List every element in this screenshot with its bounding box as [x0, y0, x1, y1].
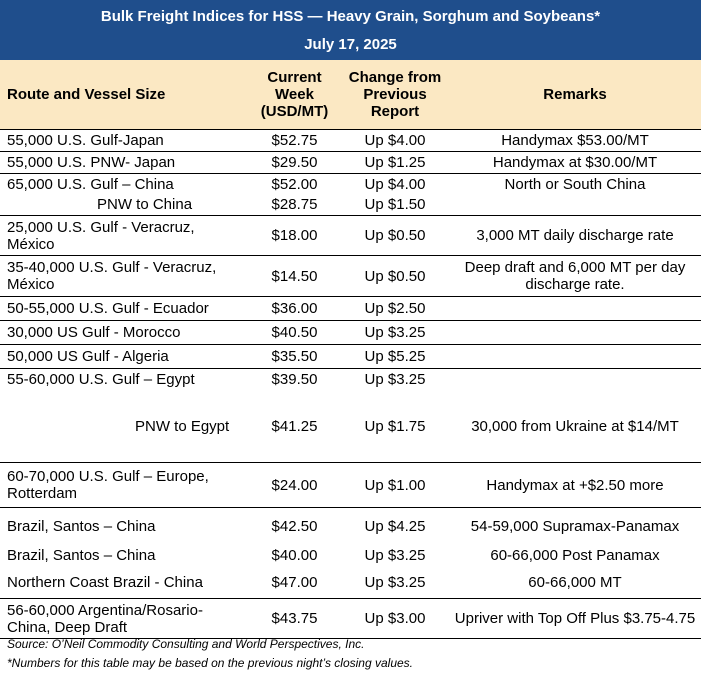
- route-cell: 50,000 US Gulf - Algeria: [0, 344, 248, 369]
- title-banner: Bulk Freight Indices for HSS — Heavy Gra…: [0, 0, 701, 60]
- change-cell: Up $3.25: [341, 320, 449, 345]
- header-change: Change from Previous Report: [341, 60, 449, 130]
- footnote: *Numbers for this table may be based on …: [7, 656, 414, 670]
- route-cell: Brazil, Santos – China: [7, 547, 156, 564]
- source-note: Source: O’Neil Commodity Consulting and …: [7, 637, 365, 651]
- remarks-cell: [449, 194, 701, 216]
- remarks-cell: 30,000 from Ukraine at $14/MT: [449, 390, 701, 463]
- route-cell: 60-70,000 U.S. Gulf – Europe, Rotterdam: [0, 462, 248, 508]
- remarks-cell: 60-66,000 Post Panamax: [490, 547, 660, 564]
- remarks-cell: 54-59,000 Supramax-Panamax: [470, 517, 680, 535]
- table-row: PNW to Egypt $41.25 Up $1.75 30,000 from…: [0, 390, 701, 463]
- remarks-cell: [449, 344, 701, 369]
- current-cell: $24.00: [248, 462, 341, 508]
- header-route: Route and Vessel Size: [0, 60, 248, 130]
- current-cell: $43.75: [248, 598, 341, 639]
- current-cell: $40.00: [271, 547, 318, 564]
- remarks-cell: North or South China: [504, 175, 646, 193]
- change-cell: Up $5.25: [341, 344, 449, 369]
- current-cell: $52.00: [271, 175, 318, 193]
- route-cell: 55,000 U.S. Gulf-Japan: [0, 129, 248, 152]
- current-cell: $29.50: [248, 151, 341, 174]
- change-cell: Up $4.25: [364, 517, 426, 535]
- table-row: Brazil, Santos – China $40.00 Up $3.25 6…: [0, 545, 701, 567]
- route-cell: PNW to China: [0, 194, 248, 216]
- remarks-cell: 60-66,000 MT: [449, 566, 701, 599]
- table-row: 50,000 US Gulf - Algeria $35.50 Up $5.25: [0, 344, 701, 369]
- table-row: 50-55,000 U.S. Gulf - Ecuador $36.00 Up …: [0, 296, 701, 321]
- route-cell: 56-60,000 Argentina/Rosario-China, Deep …: [0, 598, 248, 639]
- change-cell: Up $1.75: [341, 390, 449, 463]
- remarks-cell: [449, 296, 701, 321]
- route-cell: 55,000 U.S. PNW- Japan: [0, 151, 248, 174]
- remarks-cell: [449, 369, 701, 391]
- header-remarks: Remarks: [449, 60, 701, 130]
- route-cell: 65,000 U.S. Gulf – China: [7, 175, 174, 193]
- change-cell: Up $4.00: [341, 129, 449, 152]
- remarks-cell: Handymax at $30.00/MT: [449, 151, 701, 174]
- table-row: 55,000 U.S. PNW- Japan $29.50 Up $1.25 H…: [0, 151, 701, 174]
- current-cell: $39.50: [271, 371, 318, 389]
- change-cell: Up $1.25: [341, 151, 449, 174]
- route-cell: Northern Coast Brazil - China: [0, 566, 248, 599]
- table-row: PNW to China $28.75 Up $1.50: [0, 194, 701, 216]
- remarks-cell: Handymax $53.00/MT: [449, 129, 701, 152]
- change-cell: Up $0.50: [341, 215, 449, 256]
- table-row: 65,000 U.S. Gulf – China $52.00 Up $4.00…: [0, 174, 701, 195]
- current-cell: $14.50: [248, 255, 341, 297]
- route-cell: 50-55,000 U.S. Gulf - Ecuador: [0, 296, 248, 321]
- change-cell: Up $3.25: [341, 566, 449, 599]
- change-cell: Up $3.25: [364, 371, 426, 389]
- header-current-week: Current Week (USD/MT): [248, 60, 341, 130]
- table-row: 56-60,000 Argentina/Rosario-China, Deep …: [0, 598, 701, 639]
- current-cell: $42.50: [271, 517, 318, 535]
- route-cell: 30,000 US Gulf - Morocco: [0, 320, 248, 345]
- remarks-cell: Upriver with Top Off Plus $3.75-4.75: [449, 598, 701, 639]
- current-cell: $40.50: [248, 320, 341, 345]
- route-cell: PNW to Egypt: [0, 390, 248, 463]
- table-row: 30,000 US Gulf - Morocco $40.50 Up $3.25: [0, 320, 701, 345]
- header-row: Route and Vessel Size Current Week (USD/…: [0, 60, 701, 130]
- table-row: 55-60,000 U.S. Gulf – Egypt $39.50 Up $3…: [0, 369, 701, 391]
- table-title: Bulk Freight Indices for HSS — Heavy Gra…: [100, 8, 601, 25]
- table-row: 55,000 U.S. Gulf-Japan $52.75 Up $4.00 H…: [0, 129, 701, 152]
- table-date: July 17, 2025: [304, 36, 397, 53]
- table-row: 60-70,000 U.S. Gulf – Europe, Rotterdam …: [0, 462, 701, 508]
- change-cell: Up $4.00: [364, 175, 426, 193]
- current-cell: $18.00: [248, 215, 341, 256]
- current-cell: $36.00: [248, 296, 341, 321]
- current-cell: $52.75: [248, 129, 341, 152]
- route-cell: 35-40,000 U.S. Gulf - Veracruz, México: [0, 255, 248, 297]
- remarks-cell: 3,000 MT daily discharge rate: [449, 215, 701, 256]
- current-cell: $35.50: [248, 344, 341, 369]
- current-cell: $28.75: [248, 194, 341, 216]
- freight-table: Route and Vessel Size Current Week (USD/…: [0, 60, 701, 639]
- remarks-cell: [449, 320, 701, 345]
- table-row: 35-40,000 U.S. Gulf - Veracruz, México $…: [0, 255, 701, 297]
- change-cell: Up $2.50: [341, 296, 449, 321]
- change-cell: Up $1.00: [341, 462, 449, 508]
- table-row: Brazil, Santos – China $42.50 Up $4.25 5…: [0, 508, 701, 545]
- current-cell: $47.00: [248, 566, 341, 599]
- route-cell: 55-60,000 U.S. Gulf – Egypt: [7, 371, 195, 389]
- change-cell: Up $0.50: [341, 255, 449, 297]
- remarks-cell: Deep draft and 6,000 MT per day discharg…: [449, 255, 701, 297]
- remarks-cell: Handymax at +$2.50 more: [449, 462, 701, 508]
- table-row: Northern Coast Brazil - China $47.00 Up …: [0, 566, 701, 599]
- table-row: 25,000 U.S. Gulf - Veracruz, México $18.…: [0, 215, 701, 256]
- change-cell: Up $1.50: [341, 194, 449, 216]
- change-cell: Up $3.00: [341, 598, 449, 639]
- change-cell: Up $3.25: [364, 547, 426, 564]
- route-cell: 25,000 U.S. Gulf - Veracruz, México: [0, 215, 248, 256]
- route-cell: Brazil, Santos – China: [7, 517, 156, 535]
- current-cell: $41.25: [248, 390, 341, 463]
